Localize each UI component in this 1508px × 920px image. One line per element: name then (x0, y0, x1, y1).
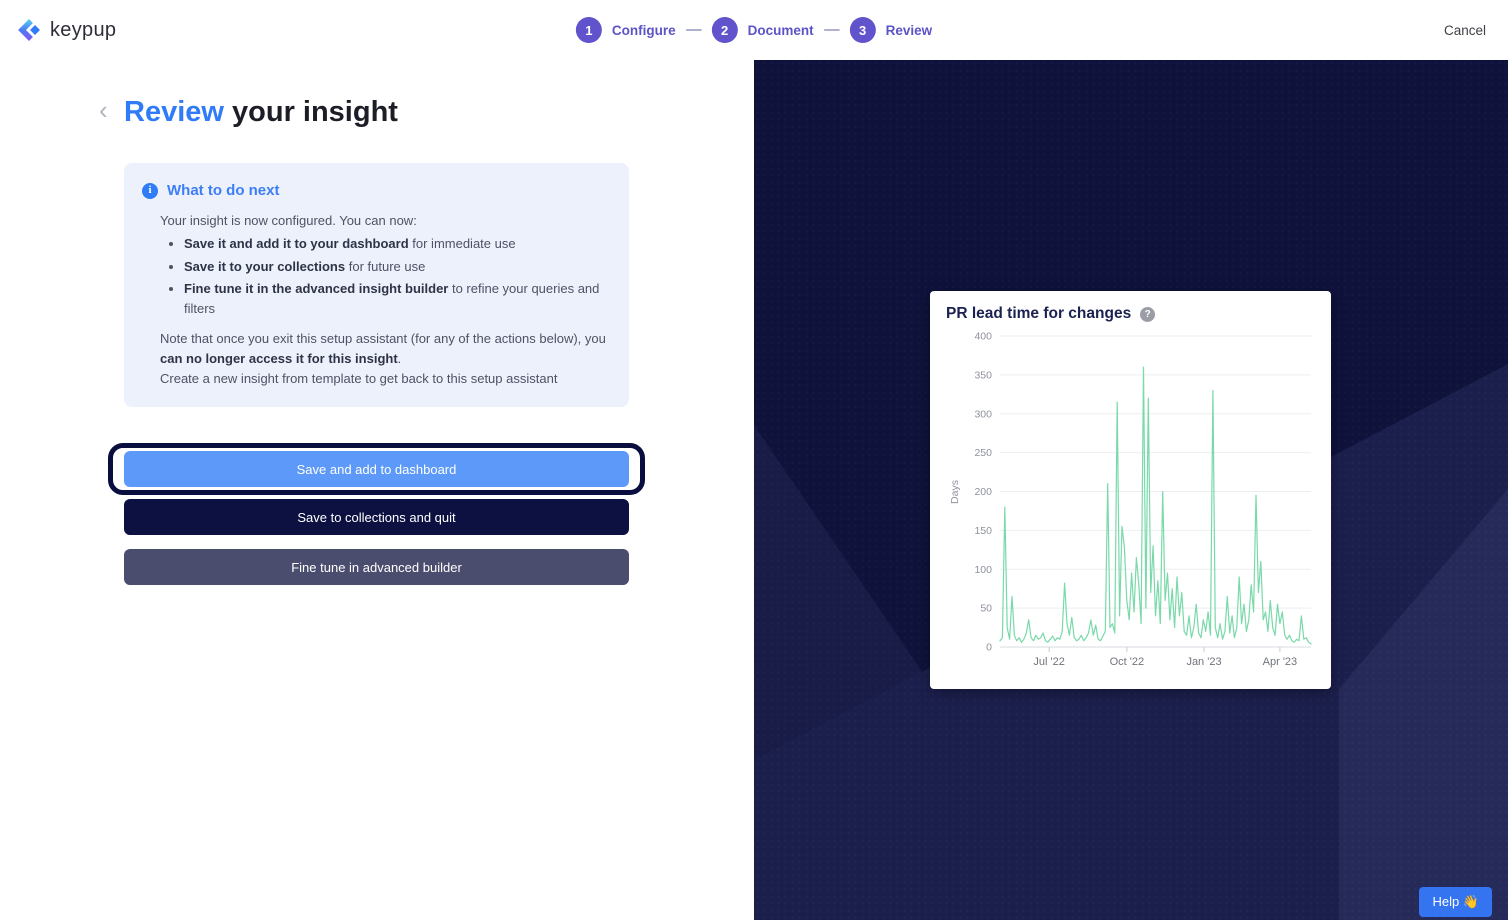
step-2-label: Document (747, 22, 814, 38)
fine-tune-advanced-builder-button[interactable]: Fine tune in advanced builder (124, 549, 629, 586)
cancel-button[interactable]: Cancel (1443, 22, 1486, 38)
x-tick-label: Oct '22 (1110, 656, 1145, 668)
back-chevron-icon[interactable]: ‹ (99, 95, 108, 125)
y-tick-label: 100 (974, 564, 992, 576)
step-connector (823, 29, 840, 31)
info-icon: i (142, 182, 158, 199)
y-tick-label: 400 (974, 331, 992, 343)
x-tick-label: Jan '23 (1186, 656, 1221, 668)
page-title-highlight: Review (124, 96, 224, 128)
action-buttons: Save and add to dashboard Save to collec… (108, 443, 645, 586)
step-1-label: Configure (611, 22, 676, 38)
info-box-heading: What to do next (167, 182, 280, 199)
info-note: Note that once you exit this setup assis… (160, 330, 606, 367)
lead-time-chart: 0 50 100 150 200 250 300 350 400 Jul '22 Oct '22 Ja… (949, 331, 1312, 668)
top-bar: keypup 1 Configure 2 Document 3 Review C… (0, 0, 1508, 60)
lead-time-series-line (999, 366, 1312, 645)
x-tick-label: Apr '23 (1263, 656, 1298, 668)
main-split: ‹ Review your insight i What to do next … (0, 60, 1508, 920)
step-1-circle: 1 (575, 17, 602, 43)
save-and-add-to-dashboard-button[interactable]: Save and add to dashboard (124, 451, 629, 488)
help-button[interactable]: Help 👋 (1419, 887, 1492, 917)
save-to-collections-button[interactable]: Save to collections and quit (124, 499, 629, 536)
y-tick-label: 250 (974, 447, 992, 459)
setup-stepper: 1 Configure 2 Document 3 Review (575, 17, 933, 43)
page-title-rest: your insight (223, 96, 398, 128)
y-axis-label: Days (949, 480, 961, 504)
logo-wordmark: keypup (50, 18, 117, 41)
insight-preview-card: PR lead time for changes ? 0 50 100 150 200 2… (930, 291, 1331, 689)
page-title: ‹ Review your insight (99, 96, 629, 129)
info-note-line2: Create a new insight from template to ge… (160, 371, 558, 387)
bullet-save-collections: Save it to your collections for future u… (184, 257, 611, 277)
bullet-fine-tune: Fine tune it in the advanced insight bui… (184, 279, 611, 319)
step-3-circle: 3 (849, 17, 876, 43)
y-tick-label: 150 (974, 525, 992, 537)
info-bullet-list: Save it and add it to your dashboard for… (184, 234, 611, 319)
review-panel: ‹ Review your insight i What to do next … (0, 60, 754, 920)
y-tick-label: 50 (980, 603, 992, 615)
info-intro: Your insight is now configured. You can … (160, 213, 417, 229)
chart-title: PR lead time for changes (946, 305, 1132, 322)
step-2-circle: 2 (711, 17, 738, 43)
bullet-save-dashboard: Save it and add it to your dashboard for… (184, 234, 611, 254)
y-tick-label: 350 (974, 369, 992, 381)
what-to-do-next-box: i What to do next Your insight is now co… (124, 163, 629, 408)
step-connector (685, 29, 702, 31)
step-3-label: Review (885, 22, 933, 38)
y-tick-label: 0 (986, 642, 992, 654)
y-tick-label: 200 (974, 486, 992, 498)
primary-button-focus-ring: Save and add to dashboard (108, 443, 645, 496)
step-configure[interactable]: 1 Configure (575, 17, 676, 43)
keypup-logo: keypup (16, 17, 116, 43)
keypup-logo-icon (18, 19, 40, 41)
chart-help-icon[interactable]: ? (1140, 306, 1156, 322)
step-review[interactable]: 3 Review (849, 17, 933, 43)
x-tick-label: Jul '22 (1033, 656, 1064, 668)
step-document[interactable]: 2 Document (711, 17, 814, 43)
preview-panel: PR lead time for changes ? 0 50 100 150 200 2… (754, 60, 1508, 920)
y-tick-label: 300 (974, 408, 992, 420)
